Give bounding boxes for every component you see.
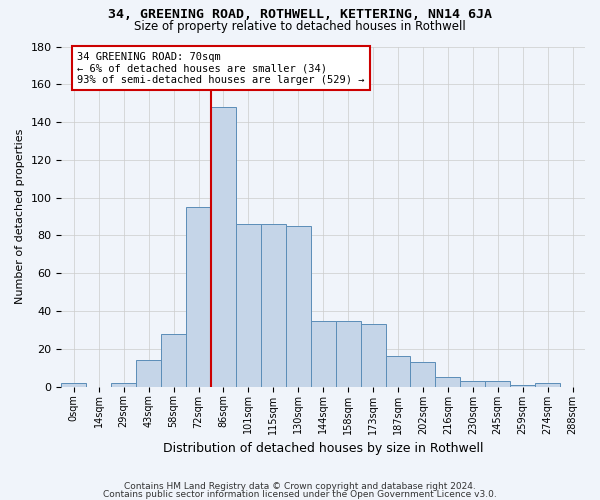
Text: Contains public sector information licensed under the Open Government Licence v3: Contains public sector information licen…	[103, 490, 497, 499]
Text: Size of property relative to detached houses in Rothwell: Size of property relative to detached ho…	[134, 20, 466, 33]
Bar	[111, 383, 136, 386]
Bar	[436, 377, 460, 386]
Bar	[510, 385, 535, 386]
Bar	[136, 360, 161, 386]
Bar	[286, 226, 311, 386]
Bar	[485, 381, 510, 386]
Text: Contains HM Land Registry data © Crown copyright and database right 2024.: Contains HM Land Registry data © Crown c…	[124, 482, 476, 491]
Text: 34 GREENING ROAD: 70sqm
← 6% of detached houses are smaller (34)
93% of semi-det: 34 GREENING ROAD: 70sqm ← 6% of detached…	[77, 52, 365, 85]
Bar	[460, 381, 485, 386]
Bar	[311, 320, 335, 386]
Bar	[535, 383, 560, 386]
Bar	[236, 224, 261, 386]
Bar	[161, 334, 186, 386]
Bar	[211, 107, 236, 386]
Bar	[410, 362, 436, 386]
Text: 34, GREENING ROAD, ROTHWELL, KETTERING, NN14 6JA: 34, GREENING ROAD, ROTHWELL, KETTERING, …	[108, 8, 492, 20]
Bar	[335, 320, 361, 386]
X-axis label: Distribution of detached houses by size in Rothwell: Distribution of detached houses by size …	[163, 442, 484, 455]
Bar	[361, 324, 386, 386]
Bar	[261, 224, 286, 386]
Bar	[386, 356, 410, 386]
Y-axis label: Number of detached properties: Number of detached properties	[15, 129, 25, 304]
Bar	[61, 383, 86, 386]
Bar	[186, 207, 211, 386]
